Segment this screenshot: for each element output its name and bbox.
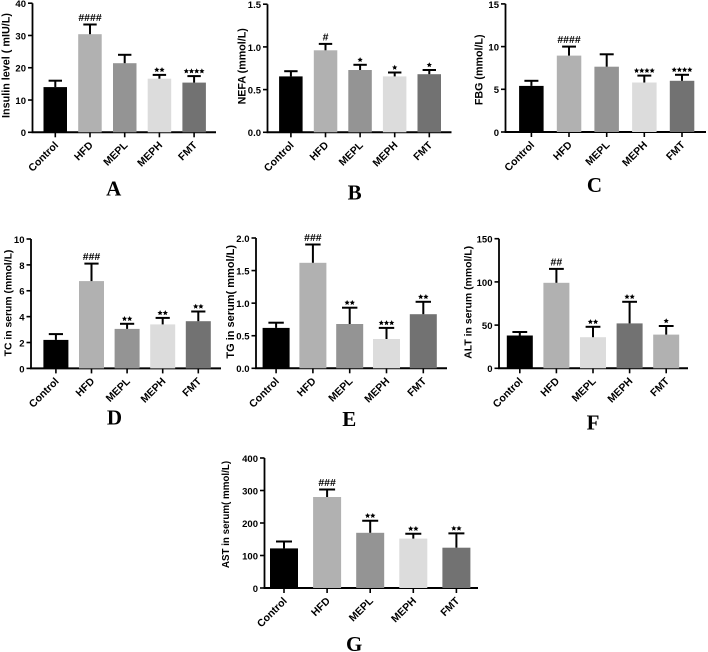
svg-text:###: ### [318, 477, 336, 489]
svg-text:F: F [587, 411, 600, 435]
svg-text:Insulin level ( mIU/L): Insulin level ( mIU/L) [1, 13, 13, 118]
svg-text:8: 8 [19, 261, 24, 272]
svg-text:FBG (mmol/L): FBG (mmol/L) [474, 34, 486, 105]
svg-text:50: 50 [482, 321, 493, 332]
svg-text:2: 2 [19, 338, 24, 349]
svg-text:1.5: 1.5 [248, 0, 262, 11]
svg-text:2.0: 2.0 [236, 234, 249, 245]
svg-text:0: 0 [21, 128, 26, 139]
svg-text:0: 0 [253, 584, 258, 595]
svg-text:##: ## [551, 256, 563, 268]
svg-text:15: 15 [488, 0, 499, 11]
svg-text:0.0: 0.0 [248, 128, 261, 139]
svg-text:0: 0 [494, 128, 499, 139]
svg-text:0: 0 [19, 364, 24, 375]
svg-text:C: C [587, 173, 602, 197]
svg-text:1.0: 1.0 [248, 43, 261, 54]
svg-text:100: 100 [242, 551, 258, 562]
svg-text:6: 6 [19, 287, 24, 298]
svg-text:40: 40 [15, 0, 26, 10]
svg-text:200: 200 [242, 519, 258, 530]
svg-text:1.5: 1.5 [236, 266, 250, 277]
svg-text:5: 5 [494, 85, 500, 96]
svg-text:####: #### [78, 12, 102, 24]
svg-text:G: G [346, 632, 362, 652]
svg-text:####: #### [557, 34, 581, 46]
svg-text:#: # [323, 31, 329, 43]
svg-text:D: D [107, 406, 122, 430]
svg-text:NEFA (mmol/L): NEFA (mmol/L) [237, 28, 249, 105]
svg-text:TG in serum( mmol/L): TG in serum( mmol/L) [225, 245, 237, 359]
svg-text:150: 150 [477, 235, 493, 246]
svg-text:A: A [106, 176, 122, 200]
svg-text:100: 100 [477, 278, 493, 289]
svg-text:0.5: 0.5 [248, 86, 262, 97]
svg-text:B: B [348, 181, 362, 205]
svg-text:###: ### [83, 251, 101, 263]
svg-text:###: ### [304, 232, 322, 244]
svg-text:1.0: 1.0 [236, 299, 249, 310]
svg-text:300: 300 [242, 486, 258, 497]
svg-text:AST in serum( mmol/L): AST in serum( mmol/L) [221, 461, 232, 568]
svg-text:0.0: 0.0 [236, 364, 249, 375]
svg-text:0: 0 [487, 364, 492, 375]
svg-text:ALT in serum (mmol/L): ALT in serum (mmol/L) [464, 246, 475, 359]
svg-text:0.5: 0.5 [236, 332, 250, 343]
svg-text:10: 10 [488, 43, 499, 54]
svg-text:400: 400 [242, 454, 258, 465]
svg-text:30: 30 [15, 31, 26, 42]
svg-text:10: 10 [14, 235, 25, 246]
svg-text:TC in serum (mmol/L): TC in serum (mmol/L) [4, 250, 15, 357]
svg-text:10: 10 [15, 96, 26, 107]
svg-text:20: 20 [15, 64, 26, 75]
svg-text:4: 4 [19, 313, 25, 324]
svg-text:E: E [342, 407, 356, 431]
